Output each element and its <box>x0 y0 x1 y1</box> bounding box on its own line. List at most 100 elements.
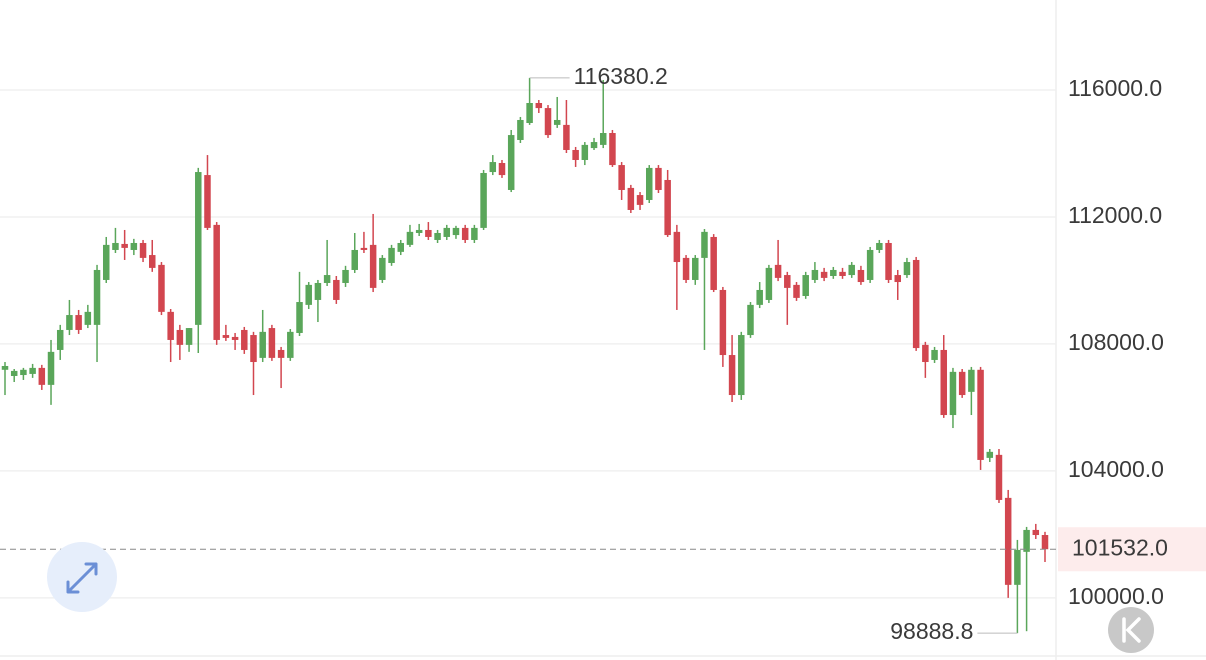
candle-body <box>369 244 377 288</box>
candle-body <box>480 172 487 228</box>
candle-body <box>507 135 515 190</box>
candle-body <box>231 336 239 340</box>
candle-body <box>379 257 386 280</box>
candle-body <box>250 335 257 363</box>
candle-body <box>765 267 773 300</box>
candle-body <box>471 227 478 240</box>
y-tick-label: 100000.0 <box>1068 583 1164 609</box>
candle-body <box>452 227 460 236</box>
candle-body <box>241 329 248 350</box>
candle-body <box>213 224 220 340</box>
candle-body <box>553 119 561 125</box>
candle-body <box>102 244 110 280</box>
candle-body <box>544 108 552 136</box>
candle-body <box>130 242 138 250</box>
candle-body <box>728 355 736 396</box>
candle-body <box>618 165 625 190</box>
candle-body <box>47 351 55 385</box>
candle-body <box>894 275 901 283</box>
candle-body <box>498 162 506 176</box>
candle-body <box>903 262 911 276</box>
candle-body <box>314 282 322 300</box>
candle-body <box>738 335 745 396</box>
candle-body <box>167 311 174 340</box>
overlay: 116380.2 98888.8 101532.0 <box>0 63 1206 644</box>
scroll-latest-bg[interactable] <box>1108 607 1154 653</box>
candle-body <box>563 124 570 150</box>
scroll-latest-icon[interactable] <box>1122 617 1141 643</box>
candle-body <box>922 344 929 363</box>
candle-body <box>461 227 469 240</box>
candle-body <box>259 331 266 358</box>
candle-body <box>185 328 193 345</box>
candle-body <box>268 328 276 358</box>
last-price-box <box>1058 527 1206 572</box>
candle-body <box>1041 535 1049 550</box>
candle-body <box>701 231 708 258</box>
candle-body <box>517 119 524 140</box>
candle-body <box>848 264 855 276</box>
expand-button[interactable] <box>47 542 117 612</box>
candle-body <box>627 187 635 210</box>
candle-body <box>949 371 957 416</box>
expand-icon[interactable] <box>66 562 98 594</box>
candle-body <box>609 132 616 166</box>
candle-body <box>673 231 681 263</box>
candle-body <box>931 349 938 360</box>
candle-body <box>572 149 579 160</box>
candle-body <box>204 175 211 228</box>
scroll-latest-button[interactable] <box>1108 607 1154 653</box>
candle-body <box>397 242 405 252</box>
candle-body <box>830 269 837 276</box>
candle-body <box>820 271 828 278</box>
candle-body <box>857 269 865 283</box>
candle-body <box>66 315 73 330</box>
candle-body <box>56 329 64 350</box>
candle-body <box>793 284 800 298</box>
candle-body <box>940 349 948 416</box>
y-tick-label: 112000.0 <box>1068 202 1162 228</box>
candle-body <box>682 257 690 280</box>
candle-body <box>581 144 589 160</box>
candle-body <box>176 329 184 345</box>
candle-body <box>756 289 763 305</box>
candle-body <box>388 247 395 263</box>
candle-body <box>1023 529 1030 552</box>
candle-body <box>333 279 340 300</box>
candle-body <box>912 259 920 349</box>
candle-body <box>599 132 607 145</box>
candle-body <box>774 264 782 278</box>
candle-body <box>885 242 892 280</box>
candle-body <box>139 242 147 258</box>
candle-body <box>425 229 432 237</box>
candle-body <box>489 162 497 173</box>
candle-body <box>84 311 92 325</box>
candle-body <box>977 369 984 460</box>
candle-body <box>802 275 809 296</box>
candle-body <box>986 451 994 458</box>
candle-body <box>20 369 27 376</box>
candle-body <box>645 167 653 200</box>
y-tick-label: 116000.0 <box>1068 75 1162 101</box>
candle-body <box>434 232 441 240</box>
candle-body <box>968 369 975 392</box>
candle-body <box>10 370 18 376</box>
candle-body <box>664 179 671 236</box>
candle-body <box>287 331 294 358</box>
candle-body <box>406 231 414 245</box>
candle-body <box>1014 549 1021 585</box>
candle-body <box>995 454 1003 500</box>
candle-body <box>590 142 598 149</box>
high-label: 116380.2 <box>574 63 668 89</box>
candle-body <box>526 103 533 124</box>
candle-body <box>323 275 331 283</box>
candle-body <box>1 365 9 370</box>
candle-body <box>535 103 543 109</box>
y-tick-label: 104000.0 <box>1068 456 1164 482</box>
candle-body <box>112 242 119 250</box>
candle-body <box>692 257 699 280</box>
candle-body <box>195 172 202 325</box>
y-tick-label: 108000.0 <box>1068 329 1164 355</box>
candle-body <box>811 269 819 280</box>
